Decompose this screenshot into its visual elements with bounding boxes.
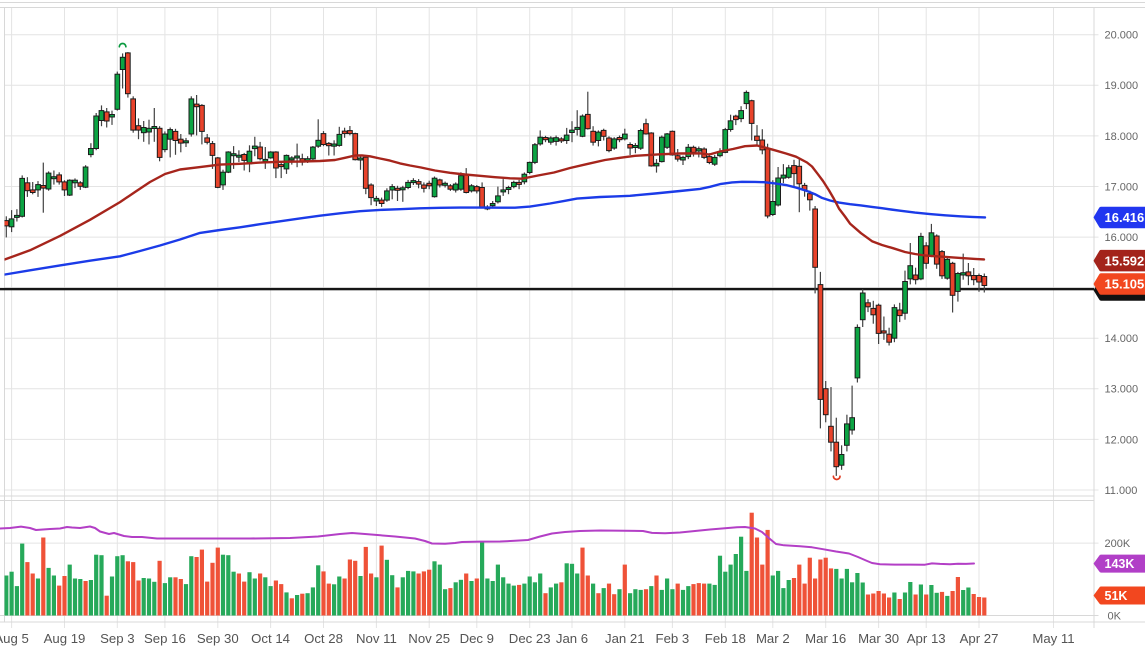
svg-text:15.592: 15.592 bbox=[1105, 253, 1145, 268]
svg-text:Jan 21: Jan 21 bbox=[605, 631, 645, 646]
svg-text:14.000: 14.000 bbox=[1105, 333, 1139, 345]
svg-text:Nov 25: Nov 25 bbox=[408, 631, 450, 646]
svg-text:0K: 0K bbox=[1108, 610, 1122, 622]
svg-text:Dec 23: Dec 23 bbox=[509, 631, 551, 646]
svg-text:Nov 11: Nov 11 bbox=[356, 631, 397, 646]
svg-text:16.416: 16.416 bbox=[1105, 210, 1145, 225]
svg-text:Feb 3: Feb 3 bbox=[656, 631, 690, 646]
svg-text:Sep 30: Sep 30 bbox=[197, 631, 239, 646]
svg-text:15.105: 15.105 bbox=[1105, 277, 1145, 292]
svg-text:Jan 6: Jan 6 bbox=[556, 631, 588, 646]
svg-text:Oct 14: Oct 14 bbox=[251, 631, 290, 646]
svg-text:12.000: 12.000 bbox=[1105, 434, 1139, 446]
svg-text:Aug 19: Aug 19 bbox=[44, 631, 86, 646]
svg-text:Sep 16: Sep 16 bbox=[144, 631, 186, 646]
svg-text:Mar 30: Mar 30 bbox=[858, 631, 899, 646]
svg-text:51K: 51K bbox=[1105, 589, 1128, 603]
svg-text:May 11: May 11 bbox=[1032, 631, 1074, 646]
svg-text:Sep 3: Sep 3 bbox=[100, 631, 134, 646]
svg-text:Apr 27: Apr 27 bbox=[960, 631, 999, 646]
svg-text:Feb 18: Feb 18 bbox=[705, 631, 746, 646]
svg-text:Oct 28: Oct 28 bbox=[304, 631, 343, 646]
svg-text:13.000: 13.000 bbox=[1105, 384, 1139, 396]
svg-text:11.000: 11.000 bbox=[1105, 485, 1138, 497]
svg-text:17.000: 17.000 bbox=[1105, 181, 1139, 193]
svg-text:200K: 200K bbox=[1105, 538, 1131, 550]
svg-text:143K: 143K bbox=[1105, 557, 1135, 571]
svg-text:Mar 16: Mar 16 bbox=[805, 631, 846, 646]
svg-text:19.000: 19.000 bbox=[1105, 80, 1139, 92]
svg-text:Apr 13: Apr 13 bbox=[907, 631, 946, 646]
svg-text:Aug 5: Aug 5 bbox=[0, 631, 29, 646]
svg-text:Mar 2: Mar 2 bbox=[756, 631, 790, 646]
svg-text:20.000: 20.000 bbox=[1105, 30, 1139, 42]
svg-text:16.000: 16.000 bbox=[1105, 232, 1139, 244]
svg-text:18.000: 18.000 bbox=[1105, 131, 1139, 143]
svg-text:Dec 9: Dec 9 bbox=[460, 631, 494, 646]
